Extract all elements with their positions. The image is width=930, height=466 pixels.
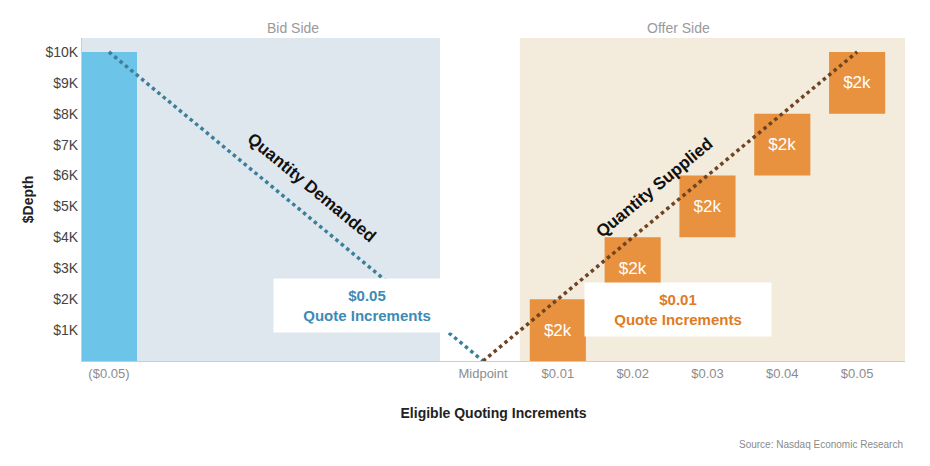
svg-text:$2k: $2k (694, 197, 722, 216)
svg-text:$0.05Quote Increments: $0.05Quote Increments (303, 287, 431, 324)
svg-text:Bid Side: Bid Side (267, 20, 319, 36)
svg-text:$0.02: $0.02 (616, 366, 649, 381)
svg-text:$0.05: $0.05 (841, 366, 874, 381)
svg-text:Source: Nasdaq Economic Resear: Source: Nasdaq Economic Research (739, 439, 903, 450)
svg-text:$2k: $2k (544, 321, 572, 340)
svg-text:$0.04: $0.04 (766, 366, 799, 381)
svg-text:$0.03: $0.03 (691, 366, 724, 381)
svg-text:Quantity Supplied: Quantity Supplied (592, 134, 716, 241)
svg-text:$2k: $2k (768, 135, 796, 154)
svg-text:$5K: $5K (53, 198, 79, 214)
svg-text:$2k: $2k (619, 259, 647, 278)
svg-text:$2K: $2K (53, 291, 79, 307)
svg-text:$9K: $9K (53, 75, 79, 91)
svg-text:$3K: $3K (53, 260, 79, 276)
svg-text:Quantity Demanded: Quantity Demanded (244, 129, 380, 246)
svg-text:Eligible Quoting Increments: Eligible Quoting Increments (401, 405, 587, 421)
svg-text:$0.01Quote Increments: $0.01Quote Increments (614, 291, 742, 328)
svg-text:$1K: $1K (53, 322, 79, 338)
svg-text:$Depth: $Depth (20, 176, 36, 223)
svg-text:$6K: $6K (53, 167, 79, 183)
svg-text:($0.05): ($0.05) (88, 366, 129, 381)
svg-text:$8K: $8K (53, 106, 79, 122)
svg-text:$2k: $2k (843, 73, 871, 92)
svg-text:$4K: $4K (53, 229, 79, 245)
svg-text:Midpoint: Midpoint (458, 366, 508, 381)
svg-text:$10K: $10K (45, 44, 78, 60)
svg-text:$7K: $7K (53, 137, 79, 153)
svg-text:$0.01: $0.01 (542, 366, 575, 381)
svg-text:Offer Side: Offer Side (647, 20, 710, 36)
